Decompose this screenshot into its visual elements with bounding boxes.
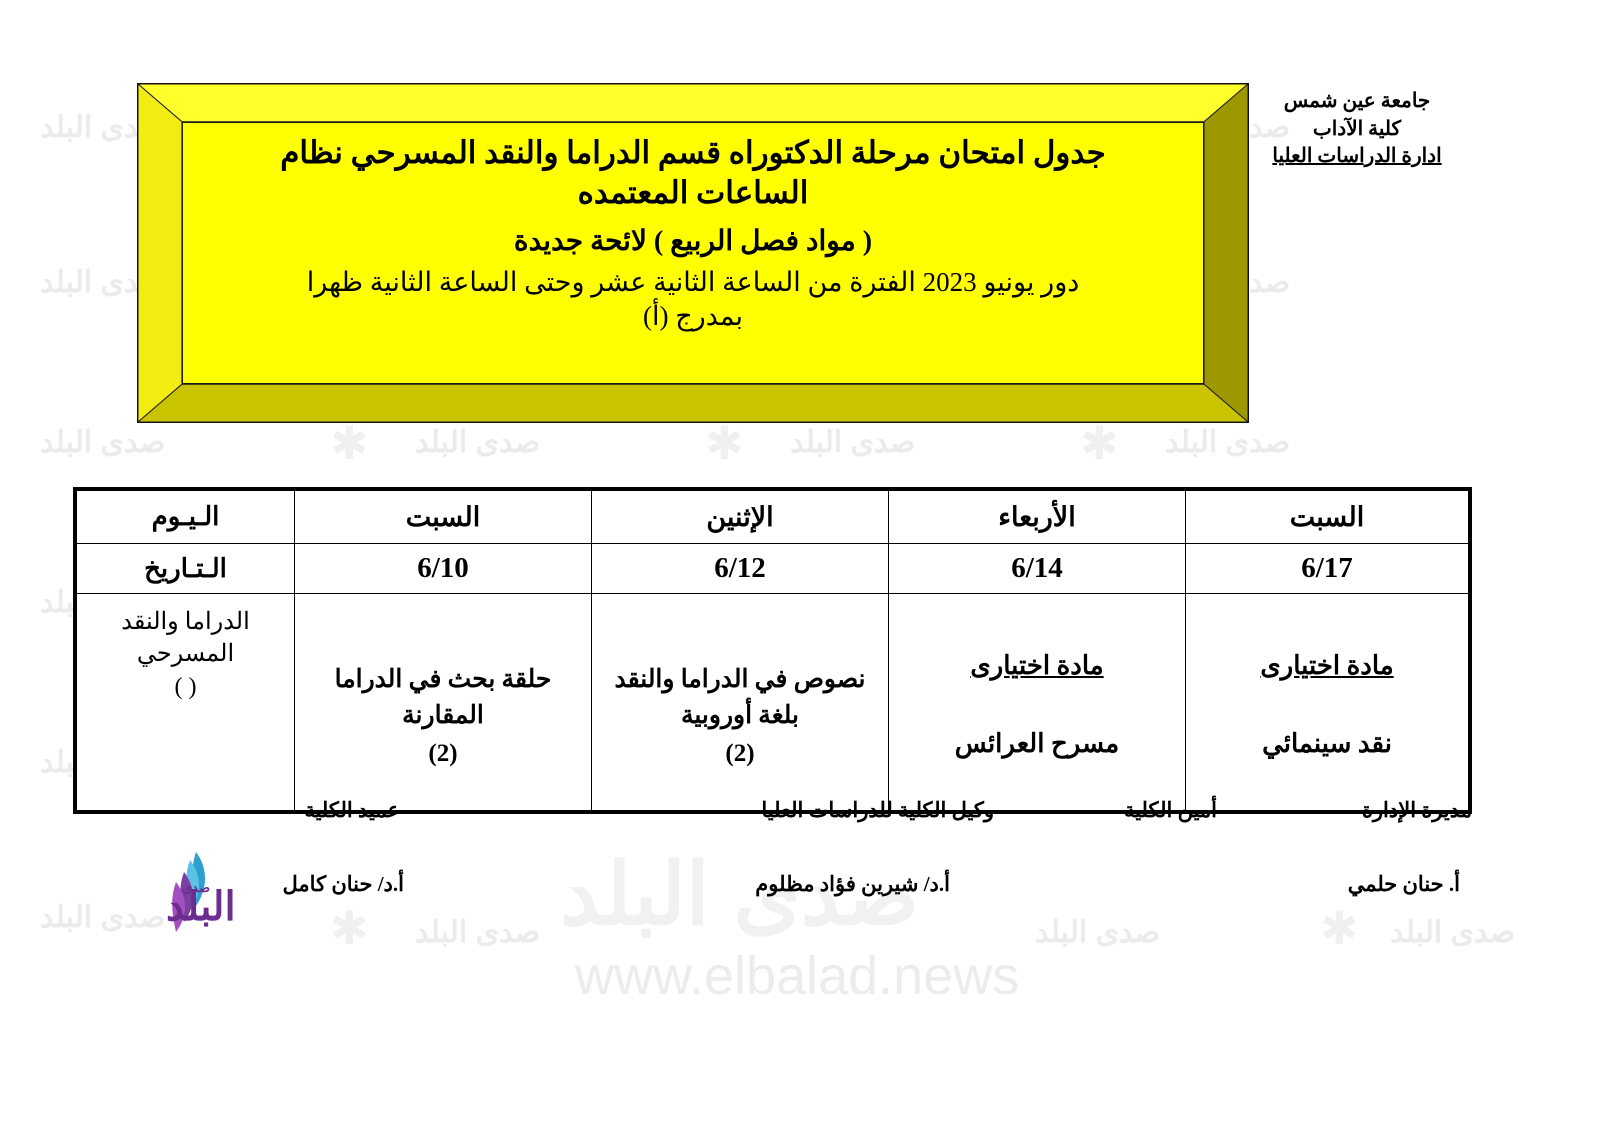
- row-label-day: الـيـوم: [74, 488, 295, 544]
- cell-subject-2: مادة اختيارى مسرح العرائس: [888, 593, 1186, 813]
- cell-subject-0: حلقة بحث في الدراما المقارنة (2): [294, 593, 592, 813]
- footer-names: أ. حنان حلمي أ.د/ شيرين فؤاد مظلوم أ.د/ …: [128, 872, 1472, 902]
- cell-day-1: الإثنين: [591, 488, 889, 544]
- cell-date-3: 6/17: [1185, 543, 1471, 594]
- course-name-3: نقد سينمائي: [1262, 729, 1392, 758]
- banner-bevel: [138, 84, 1248, 422]
- faculty-name: كلية الآداب: [1312, 117, 1402, 140]
- banner-exam-period: دور يونيو 2023 الفترة من الساعة الثانية …: [306, 266, 1080, 297]
- program-name: الدراما والنقد المسرحي: [121, 609, 250, 668]
- elbalad-logo: البلد صدى: [104, 848, 254, 940]
- cell-subject-1: نصوص في الدراما والنقد بلغة أوروبية (2): [591, 593, 889, 813]
- schedule-table-container: السبت الأربعاء الإثنين السبت الـيـوم 6/1…: [73, 487, 1472, 814]
- title-banner: جدول امتحان مرحلة الدكتوراه قسم الدراما …: [137, 83, 1249, 423]
- banner-venue: بمدرج (أ): [643, 301, 743, 332]
- cell-date-0: 6/10: [294, 543, 592, 594]
- cell-day-2: الأربعاء: [888, 488, 1186, 544]
- university-header: جامعة عين شمس كلية الآداب ادارة الدراسات…: [1242, 88, 1472, 171]
- footer-role-2: وكيل الكلية للدراسات العليا: [761, 798, 994, 822]
- table-row-subjects: مادة اختيارى نقد سينمائي مادة اختيارى مس…: [74, 593, 1471, 813]
- footer-name-0: أ. حنان حلمي: [1347, 872, 1460, 896]
- row-label-date: الـتـاريخ: [74, 543, 295, 594]
- banner-title: جدول امتحان مرحلة الدكتوراه قسم الدراما …: [280, 135, 1106, 211]
- program-blank-parens: ( ): [174, 673, 197, 700]
- course-name-1: نصوص في الدراما والنقد بلغة أوروبية: [614, 665, 866, 729]
- table-row-day: السبت الأربعاء الإثنين السبت الـيـوم: [74, 488, 1471, 544]
- course-code-1: (2): [725, 740, 755, 768]
- table-row-date: 6/17 6/14 6/12 6/10 الـتـاريخ: [74, 543, 1471, 594]
- banner-inner-panel: جدول امتحان مرحلة الدكتوراه قسم الدراما …: [182, 122, 1204, 384]
- cell-day-0: السبت: [294, 488, 592, 544]
- department-name: ادارة الدراسات العليا: [1272, 145, 1442, 168]
- elective-heading-3: مادة اختيارى: [1260, 651, 1394, 680]
- schedule-table: السبت الأربعاء الإثنين السبت الـيـوم 6/1…: [73, 487, 1472, 814]
- cell-day-3: السبت: [1185, 488, 1471, 544]
- university-name: جامعة عين شمس: [1283, 90, 1431, 112]
- footer-name-2: أ.د/ حنان كامل: [282, 872, 404, 896]
- footer-role-1: أمين الكلية: [1123, 798, 1217, 822]
- footer-role-3: عميد الكلية: [304, 798, 400, 822]
- course-name-0: حلقة بحث في الدراما المقارنة: [334, 665, 552, 729]
- footer-roles: مديرة الإدارة أمين الكلية وكيل الكلية لل…: [128, 798, 1472, 828]
- svg-text:البلد: البلد: [166, 885, 236, 929]
- footer-name-1: أ.د/ شيرين فؤاد مظلوم: [755, 872, 950, 896]
- footer-role-0: مديرة الإدارة: [1361, 798, 1472, 822]
- course-code-0: (2): [428, 740, 458, 768]
- cell-date-2: 6/14: [888, 543, 1186, 594]
- svg-text:صدى: صدى: [182, 880, 210, 895]
- cell-subject-3: مادة اختيارى نقد سينمائي: [1185, 593, 1471, 813]
- banner-subtitle: ( مواد فصل الربيع ) لائحة جديدة: [513, 225, 873, 257]
- elective-heading-2: مادة اختيارى: [970, 651, 1104, 680]
- cell-date-1: 6/12: [591, 543, 889, 594]
- course-name-2: مسرح العرائس: [954, 729, 1120, 758]
- row-label-program: الدراما والنقد المسرحي ( ): [74, 593, 295, 813]
